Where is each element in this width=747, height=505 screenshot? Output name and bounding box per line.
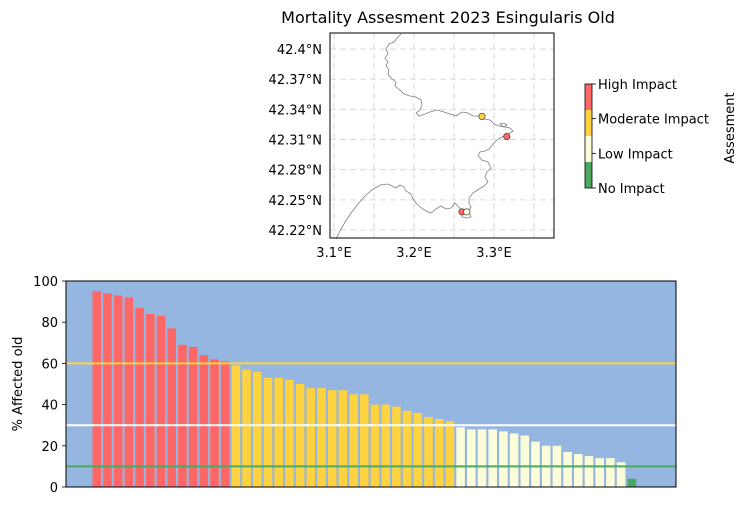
threshold-lines [66,362,676,468]
y-tick-label: 80 [41,316,58,331]
colorbar-segment-none [585,162,592,188]
map-lat-tick-label: 42.34°N [269,103,322,118]
bar [456,427,465,487]
map-lat-tick-label: 42.22°N [269,224,322,239]
map-lat-tick-label: 42.4°N [277,43,322,58]
y-tick-label: 40 [41,399,58,414]
coastline-south [335,183,397,240]
y-axis: 0 20 40 60 80 100 [33,275,66,496]
bar [381,404,390,487]
map-lat-tick-label: 42.28°N [269,164,322,179]
y-tick-label: 100 [33,275,58,290]
bar [285,379,294,487]
bar [146,313,155,487]
bar [370,404,380,487]
map-lat-tick-label: 42.31°N [269,134,322,149]
bar [231,365,241,487]
bar [574,454,583,487]
bar [434,419,444,487]
map-lon-tick-label: 3.2°E [396,246,431,261]
bar [402,410,412,487]
bar [306,388,316,487]
bar [338,390,348,487]
bar [156,316,166,487]
bar [295,384,305,487]
bar [199,355,209,487]
colorbar-tick-label: No Impact [598,182,665,197]
bar [253,371,262,487]
colorbar-frame [584,83,593,189]
map-lat-tick-label: 42.25°N [269,194,322,209]
sample-point-high [503,132,511,141]
bar [531,441,540,487]
bar [113,295,123,487]
bar [263,377,273,487]
coastline-main [384,33,514,214]
bar [327,390,337,487]
y-tick-label: 60 [41,357,58,372]
bar [445,421,455,487]
colorbar-segment-moderate [585,110,592,136]
bar [584,456,594,487]
bar [92,291,102,487]
map-lon-tick-label: 3.1°E [316,246,351,261]
colorbar-tick-label: Moderate Impact [598,113,709,128]
bar [274,377,283,487]
map-title: Mortality Assesment 2023 Esingularis Old [281,8,615,27]
sample-point-moderate [478,112,486,120]
bar [317,388,326,487]
bar [563,451,572,487]
bar [135,307,144,487]
bar [477,429,487,487]
bar [124,297,134,487]
islet [499,122,508,128]
bar [627,478,637,487]
bar [606,458,615,487]
map-frame [329,32,555,239]
bar [424,416,433,487]
bar [210,359,219,487]
bars [92,291,637,487]
bar [499,431,508,487]
y-tick-label: 20 [41,440,58,455]
y-tick-label: 0 [50,481,58,496]
bar-plot-frame [65,280,677,488]
bar [413,412,423,487]
colorbar-segment-high [585,84,592,110]
bar [360,394,369,487]
map-tick-labels: 3.1°E 3.2°E 3.3°E 42.4°N 42.37°N 42.34°N 42.31… [269,43,512,261]
y-axis-label: % Affected old [11,337,26,432]
bar [178,344,187,487]
map-lat-tick-label: 42.37°N [269,73,322,88]
sample-point-low [463,208,471,216]
bar [509,433,519,487]
coastline [335,33,514,240]
map-lon-tick-label: 3.3°E [476,246,511,261]
colorbar-label: Assesment [723,92,738,163]
bar [392,406,401,487]
map-sample-points [458,112,511,216]
bar [188,346,198,487]
bar [595,458,604,487]
map-gridlines [330,33,554,238]
colorbar-tick-label: Low Impact [598,147,673,162]
bar [242,369,251,487]
bar [103,293,112,487]
bar [488,429,497,487]
colorbar-segment-low [585,136,592,162]
bar [467,429,476,487]
bar [520,435,530,487]
bar [167,328,176,487]
colorbar: No Impact Low Impact Moderate Impact High I… [584,78,709,197]
colorbar-tick-label: High Impact [598,78,677,93]
bar [220,361,230,487]
bar [349,394,358,487]
bar [616,462,626,487]
